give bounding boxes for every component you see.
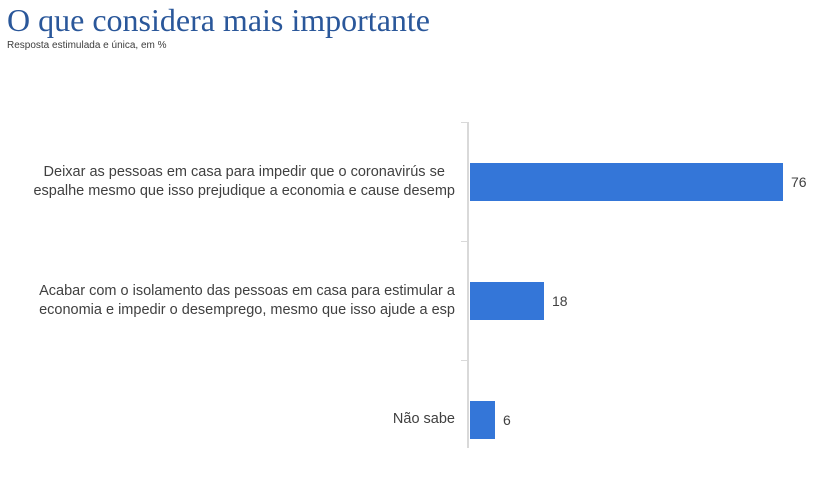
bar-area: 76	[470, 122, 807, 241]
bar	[470, 162, 783, 201]
category-label: Acabar com o isolamento das pessoas em c…	[0, 241, 455, 360]
chart-row: Acabar com o isolamento das pessoas em c…	[0, 241, 831, 360]
chart-page: O que considera mais importante Resposta…	[7, 2, 807, 448]
bar	[470, 281, 544, 320]
chart-row: Não sabe 6	[0, 360, 831, 479]
chart-subtitle: Resposta estimulada e única, em %	[7, 40, 167, 51]
value-label: 6	[503, 411, 511, 428]
bar-area: 18	[470, 241, 568, 360]
axis-tick	[461, 241, 467, 242]
category-label-text: Deixar as pessoas em casa para impedir q…	[33, 163, 455, 199]
category-label-text: Acabar com o isolamento das pessoas em c…	[39, 282, 455, 318]
bar	[470, 400, 495, 439]
category-label-text: Não sabe	[392, 411, 455, 427]
chart-title: O que considera mais importante	[7, 2, 430, 38]
axis-tick	[461, 122, 467, 123]
bar-area: 6	[470, 360, 511, 479]
category-label: Não sabe	[0, 360, 455, 479]
value-label: 18	[552, 292, 568, 309]
chart-row: Deixar as pessoas em casa para impedir q…	[0, 122, 831, 241]
value-label: 76	[791, 173, 807, 190]
axis-tick	[461, 360, 467, 361]
category-axis-line	[467, 122, 469, 448]
bar-chart-plot: Deixar as pessoas em casa para impedir q…	[0, 122, 831, 479]
category-label: Deixar as pessoas em casa para impedir q…	[0, 122, 455, 241]
